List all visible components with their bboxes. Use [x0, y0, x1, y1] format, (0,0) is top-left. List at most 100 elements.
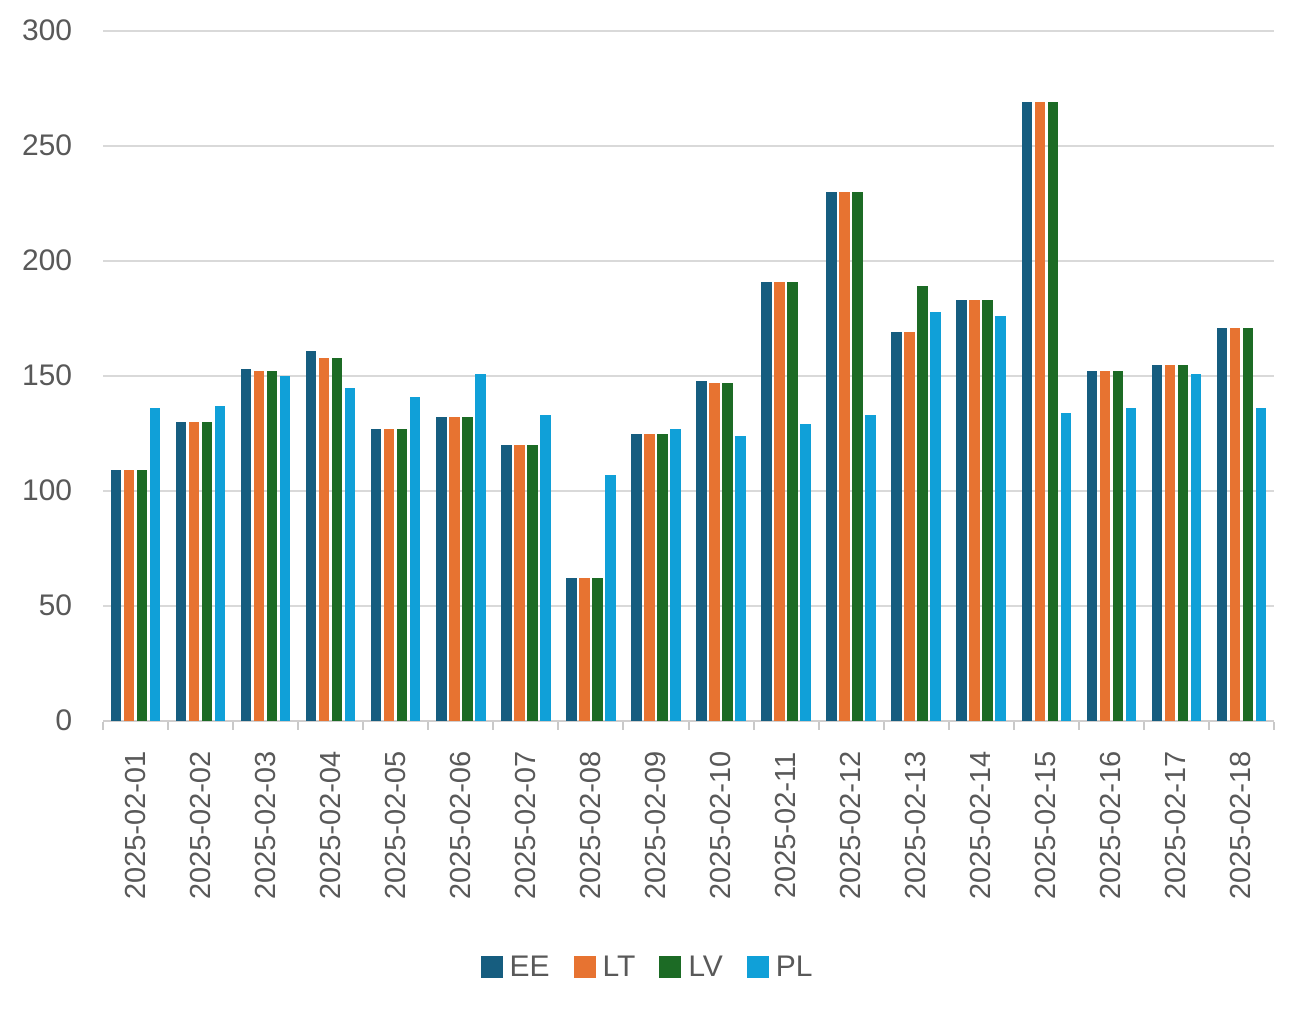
x-tick-label-2025-02-05: 2025-02-05: [379, 750, 412, 900]
bar-EE-2025-02-01: [110, 470, 122, 721]
x-tick-label-2025-02-17: 2025-02-17: [1160, 750, 1193, 900]
bar-LV-2025-02-13: [917, 286, 928, 721]
gridline-100: [103, 490, 1274, 492]
x-axis-tick: [167, 722, 170, 730]
bar-group-2025-02-06: [428, 31, 493, 721]
bar-LV-2025-02-12: [852, 192, 863, 721]
bar-PL-2025-02-15: [1060, 412, 1072, 721]
legend-swatch-EE: [480, 956, 503, 978]
x-axis-tick: [752, 722, 755, 730]
bar-PL-2025-02-04: [344, 387, 356, 721]
legend-swatch-PL: [746, 956, 769, 978]
bar-LT-2025-02-03: [253, 371, 265, 721]
bar-LV-2025-02-04: [331, 357, 343, 721]
x-axis-tick: [882, 722, 885, 730]
legend: EE LT LV PL: [0, 950, 1293, 984]
y-tick-label-250: 250: [21, 129, 72, 162]
x-tick-label-2025-02-12: 2025-02-12: [835, 750, 868, 900]
x-axis-tick: [1207, 722, 1210, 730]
bar-PL-2025-02-02: [214, 405, 226, 721]
legend-label-LT: LT: [602, 950, 636, 983]
bar-group-2025-02-14: [949, 31, 1014, 721]
x-axis-tick: [492, 722, 495, 730]
bar-LV-2025-02-10: [722, 382, 733, 721]
bar-EE-2025-02-03: [240, 369, 252, 721]
y-tick-label-200: 200: [21, 244, 72, 277]
bar-PL-2025-02-08: [605, 474, 616, 721]
x-tick-label-2025-02-04: 2025-02-04: [314, 750, 347, 900]
bar-PL-2025-02-12: [865, 415, 876, 721]
bar-group-2025-02-10: [689, 31, 754, 721]
bar-LV-2025-02-11: [787, 281, 798, 721]
bar-LT-2025-02-15: [1034, 102, 1046, 721]
bar-EE-2025-02-13: [891, 332, 902, 721]
bar-group-2025-02-04: [298, 31, 363, 721]
bar-group-2025-02-13: [884, 31, 949, 721]
x-tick-label-2025-02-10: 2025-02-10: [705, 750, 738, 900]
bar-LT-2025-02-12: [839, 192, 850, 721]
x-tick-label-2025-02-13: 2025-02-13: [900, 750, 933, 900]
bar-PL-2025-02-18: [1255, 408, 1267, 721]
gridline-50: [103, 605, 1274, 607]
bar-LV-2025-02-17: [1177, 364, 1189, 721]
bar-EE-2025-02-08: [566, 578, 577, 721]
x-axis-tick: [1142, 722, 1145, 730]
bar-PL-2025-02-16: [1125, 408, 1137, 721]
bar-EE-2025-02-02: [175, 422, 187, 721]
bar-group-2025-02-11: [754, 31, 819, 721]
bar-LT-2025-02-18: [1229, 327, 1241, 721]
bar-LT-2025-02-13: [904, 332, 915, 721]
x-axis-tick: [1012, 722, 1015, 730]
legend-label-LV: LV: [688, 950, 723, 983]
bar-PL-2025-02-01: [149, 408, 161, 721]
bar-LV-2025-02-01: [136, 470, 148, 721]
x-axis-tick: [297, 722, 300, 730]
x-axis-tick: [557, 722, 560, 730]
bar-EE-2025-02-05: [370, 428, 382, 721]
bar-LT-2025-02-16: [1099, 371, 1111, 721]
legend-item-EE: EE: [480, 950, 550, 984]
bar-PL-2025-02-07: [540, 415, 551, 721]
bar-PL-2025-02-14: [995, 316, 1006, 721]
legend-item-LT: LT: [573, 950, 636, 984]
bar-EE-2025-02-18: [1216, 327, 1228, 721]
gridline-250: [103, 145, 1274, 147]
bar-group-2025-02-16: [1079, 31, 1144, 721]
x-tick-label-2025-02-08: 2025-02-08: [574, 750, 607, 900]
x-tick-label-2025-02-01: 2025-02-01: [119, 750, 152, 900]
bar-EE-2025-02-06: [436, 417, 447, 721]
gridline-150: [103, 375, 1274, 377]
bar-PL-2025-02-05: [409, 396, 421, 721]
x-axis-tick: [232, 722, 235, 730]
x-tick-label-2025-02-18: 2025-02-18: [1225, 750, 1258, 900]
bar-PL-2025-02-10: [735, 435, 746, 721]
bar-group-2025-02-15: [1014, 31, 1079, 721]
y-tick-label-300: 300: [21, 14, 72, 47]
y-tick-label-100: 100: [21, 474, 72, 507]
bar-group-2025-02-08: [558, 31, 623, 721]
bar-PL-2025-02-09: [670, 428, 681, 721]
legend-swatch-LT: [573, 956, 596, 978]
x-axis-tick: [102, 722, 104, 730]
gridline-300: [103, 30, 1274, 32]
bar-group-2025-02-09: [623, 31, 688, 721]
bar-PL-2025-02-06: [475, 373, 486, 721]
bar-EE-2025-02-17: [1151, 364, 1163, 721]
bar-LT-2025-02-05: [383, 428, 395, 721]
bar-EE-2025-02-15: [1021, 102, 1033, 721]
bar-EE-2025-02-07: [501, 445, 512, 721]
bar-LV-2025-02-09: [657, 433, 668, 721]
y-tick-label-150: 150: [21, 359, 72, 392]
bar-LT-2025-02-14: [969, 300, 980, 721]
bar-EE-2025-02-04: [305, 350, 317, 721]
x-tick-label-2025-02-02: 2025-02-02: [184, 750, 217, 900]
bar-PL-2025-02-03: [279, 376, 291, 721]
bar-group-2025-02-18: [1209, 31, 1274, 721]
legend-item-LV: LV: [659, 950, 723, 984]
bar-LV-2025-02-05: [396, 428, 408, 721]
bar-PL-2025-02-11: [800, 424, 811, 721]
x-axis-tick: [817, 722, 820, 730]
bar-LV-2025-02-08: [592, 578, 603, 721]
bar-LV-2025-02-16: [1112, 371, 1124, 721]
x-tick-label-2025-02-11: 2025-02-11: [770, 751, 803, 899]
